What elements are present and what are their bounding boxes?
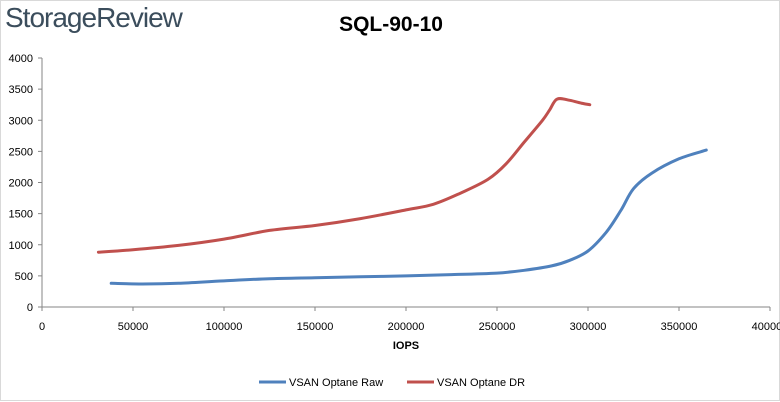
y-tick-label: 2000: [9, 178, 33, 190]
y-tick-label: 2500: [9, 146, 33, 158]
x-tick-label: 250000: [479, 321, 516, 333]
x-tick-label: 350000: [661, 321, 698, 333]
x-tick-label: 0: [39, 321, 45, 333]
x-axis-title: IOPS: [393, 340, 419, 352]
brand-logo: StorageReview: [5, 2, 183, 33]
y-tick-label: 4000: [9, 53, 33, 65]
x-tick-label: 150000: [297, 321, 334, 333]
y-tick-label: 1500: [9, 209, 33, 221]
chart-title-text: SQL-90-10: [339, 13, 443, 36]
y-tick-label: 1000: [9, 240, 33, 252]
y-tick-label: 3500: [9, 84, 33, 96]
x-tick-label: 400000: [752, 321, 780, 333]
y-tick-label: 500: [15, 271, 33, 283]
x-tick-label: 100000: [206, 321, 243, 333]
series-line-1: [96, 97, 592, 254]
x-tick-label: 50000: [118, 321, 149, 333]
series-line-0: [109, 148, 708, 286]
chart-title: SQL-90-10: [1, 13, 780, 37]
legend-label: VSAN Optane Raw: [289, 377, 383, 389]
x-tick-label: 300000: [570, 321, 607, 333]
y-tick-label: 3000: [9, 115, 33, 127]
legend-label: VSAN Optane DR: [437, 377, 525, 389]
y-tick-label: 0: [27, 302, 33, 314]
x-tick-label: 200000: [388, 321, 425, 333]
